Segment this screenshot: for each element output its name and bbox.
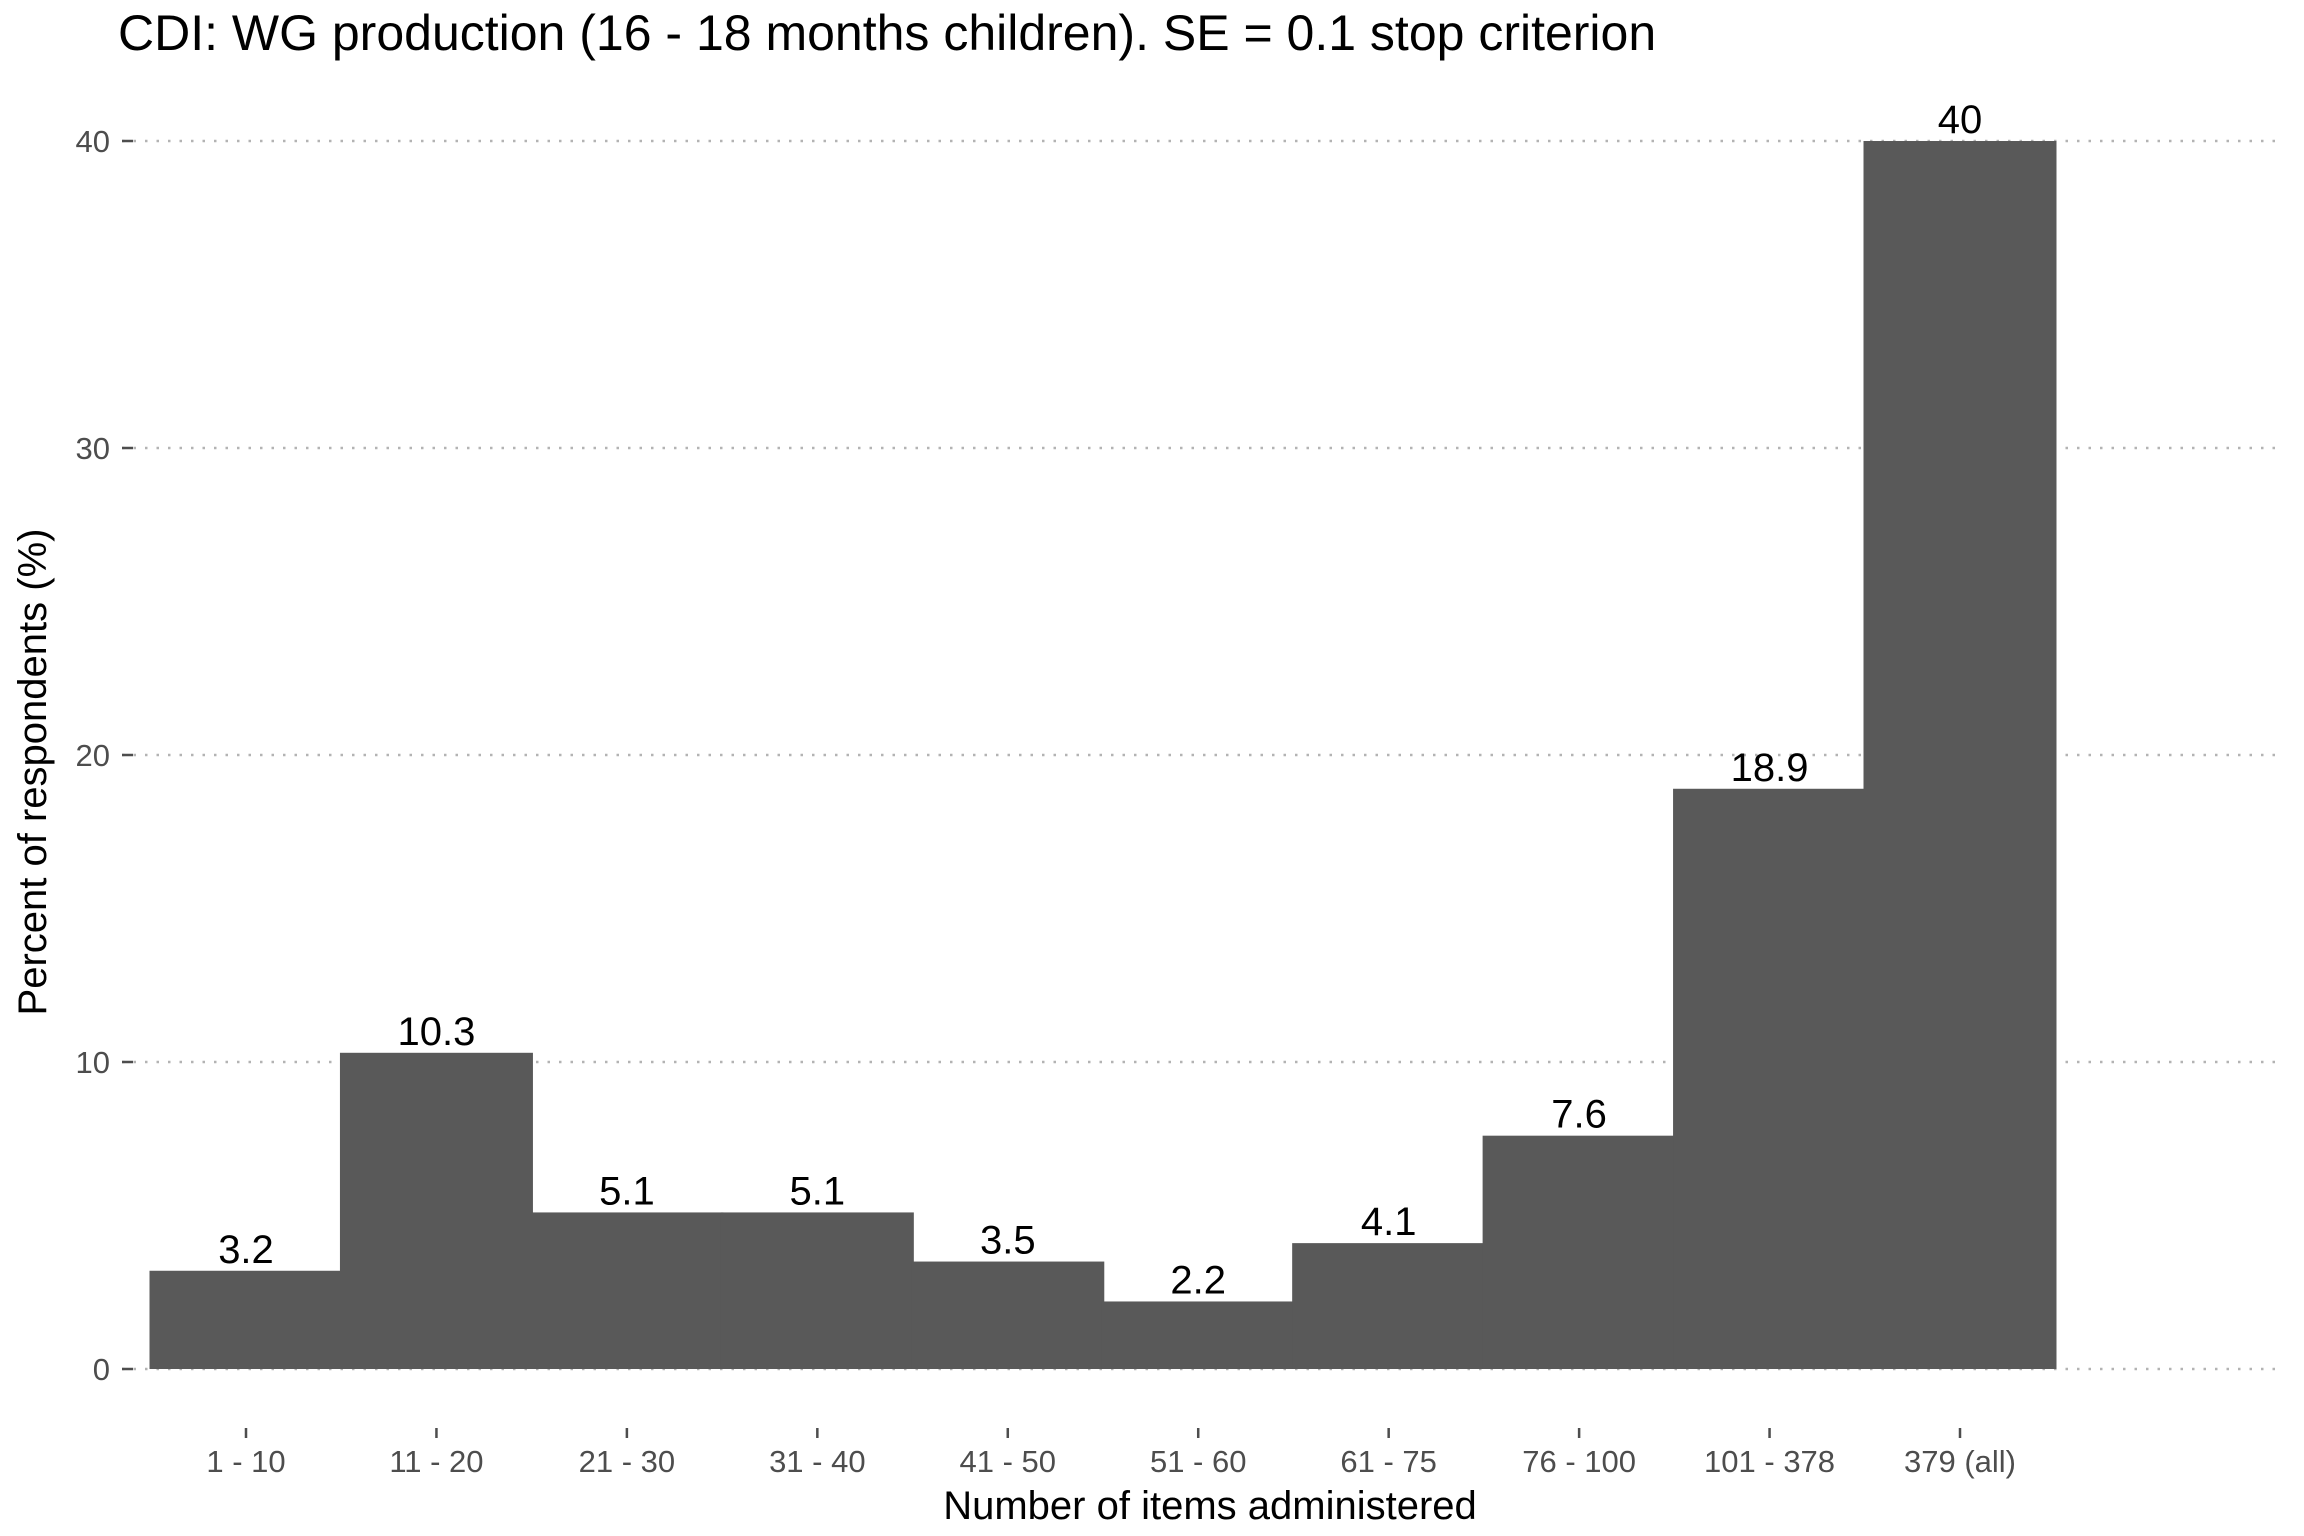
data-label: 5.1 (599, 1169, 655, 1213)
data-label: 3.2 (218, 1228, 274, 1272)
data-label: 5.1 (790, 1169, 846, 1213)
x-tick-label: 101 - 378 (1704, 1444, 1835, 1479)
data-label: 3.5 (980, 1219, 1036, 1263)
x-tick-label: 76 - 100 (1522, 1444, 1636, 1479)
bar (1673, 788, 1867, 1369)
x-tick-label: 61 - 75 (1340, 1444, 1437, 1479)
bar (1863, 141, 2057, 1369)
y-tick-label: 40 (76, 124, 110, 159)
data-label: 7.6 (1551, 1093, 1607, 1137)
bar (1101, 1301, 1295, 1369)
bar (149, 1270, 343, 1369)
bar (339, 1052, 533, 1369)
bar (530, 1212, 724, 1369)
y-tick-label: 30 (76, 431, 110, 466)
x-tick-label: 11 - 20 (389, 1444, 483, 1479)
x-tick-label: 31 - 40 (769, 1444, 866, 1479)
x-tick-label: 41 - 50 (960, 1444, 1057, 1479)
bar (1292, 1243, 1486, 1369)
x-axis-title: Number of items administered (943, 1484, 1477, 1528)
data-label: 18.9 (1731, 746, 1809, 790)
x-tick-label: 379 (all) (1904, 1444, 2016, 1479)
bar (720, 1212, 914, 1369)
data-label: 10.3 (398, 1010, 476, 1054)
y-tick-label: 20 (76, 738, 110, 773)
x-tick-label: 51 - 60 (1150, 1444, 1247, 1479)
chart-title: CDI: WG production (16 - 18 months child… (118, 5, 1656, 61)
x-tick-label: 1 - 10 (206, 1444, 285, 1479)
value-labels: 3.2 10.3 5.1 5.1 3.5 2.2 4.1 7.6 18.9 40 (218, 98, 1982, 1302)
data-label: 40 (1938, 98, 1983, 142)
data-label: 4.1 (1361, 1200, 1417, 1244)
data-label: 2.2 (1170, 1258, 1226, 1302)
bar (1482, 1135, 1676, 1369)
bar (911, 1261, 1105, 1369)
x-tick-label: 21 - 30 (579, 1444, 676, 1479)
y-axis: 0 10 20 30 40 (76, 124, 133, 1387)
x-axis: 1 - 10 11 - 20 21 - 30 31 - 40 41 - 50 51 - 6… (206, 1428, 2016, 1479)
y-axis-title: Percent of respondents (%) (11, 529, 55, 1016)
y-tick-label: 0 (93, 1352, 110, 1387)
bars (149, 141, 2057, 1369)
y-tick-label: 10 (76, 1045, 110, 1080)
